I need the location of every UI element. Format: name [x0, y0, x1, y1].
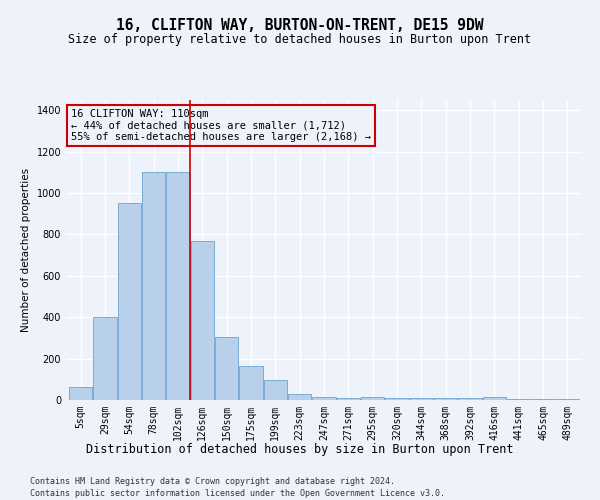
Bar — [215, 337, 238, 400]
Bar — [556, 399, 579, 400]
Bar — [69, 386, 92, 400]
Bar — [191, 240, 214, 400]
Bar — [337, 398, 360, 400]
Bar — [385, 398, 409, 400]
Text: 16, CLIFTON WAY, BURTON-ON-TRENT, DE15 9DW: 16, CLIFTON WAY, BURTON-ON-TRENT, DE15 9… — [116, 18, 484, 32]
Y-axis label: Number of detached properties: Number of detached properties — [21, 168, 31, 332]
Bar — [532, 399, 554, 400]
Bar — [166, 172, 190, 400]
Bar — [483, 397, 506, 400]
Bar — [239, 366, 263, 400]
Text: Contains public sector information licensed under the Open Government Licence v3: Contains public sector information licen… — [30, 489, 445, 498]
Text: 16 CLIFTON WAY: 110sqm
← 44% of detached houses are smaller (1,712)
55% of semi-: 16 CLIFTON WAY: 110sqm ← 44% of detached… — [71, 109, 371, 142]
Bar — [434, 398, 457, 400]
Bar — [288, 394, 311, 400]
Bar — [410, 398, 433, 400]
Bar — [313, 397, 335, 400]
Bar — [458, 398, 482, 400]
Bar — [361, 397, 384, 400]
Bar — [507, 399, 530, 400]
Text: Distribution of detached houses by size in Burton upon Trent: Distribution of detached houses by size … — [86, 442, 514, 456]
Bar — [142, 172, 165, 400]
Bar — [264, 380, 287, 400]
Bar — [94, 317, 116, 400]
Text: Size of property relative to detached houses in Burton upon Trent: Size of property relative to detached ho… — [68, 32, 532, 46]
Bar — [118, 204, 141, 400]
Text: Contains HM Land Registry data © Crown copyright and database right 2024.: Contains HM Land Registry data © Crown c… — [30, 478, 395, 486]
